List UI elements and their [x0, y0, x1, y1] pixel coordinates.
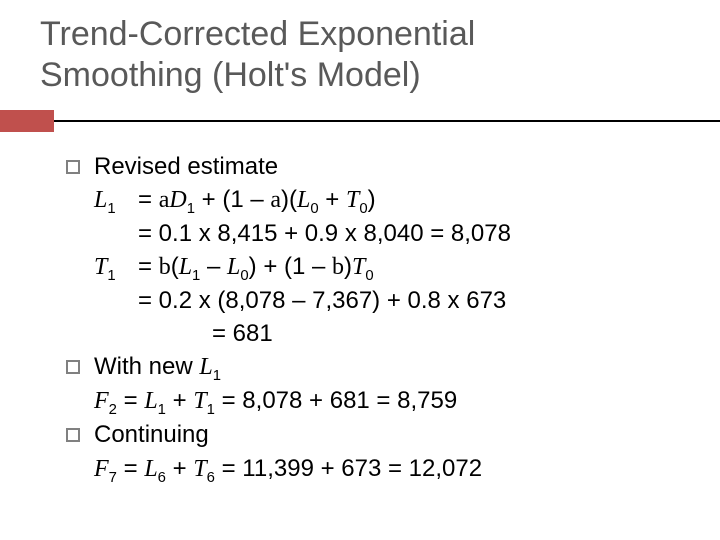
eq-L1-line1: = aD1 + (1 – a)(L0 + T0) — [138, 183, 680, 217]
bullet-3: Continuing F7 = L6 + T6 = 11,399 + 673 =… — [66, 418, 680, 485]
title-rule — [0, 110, 720, 132]
eq-L1: L1 = aD1 + (1 – a)(L0 + T0) = 0.1 x 8,41… — [94, 183, 680, 250]
title-area: Trend-Corrected Exponential Smoothing (H… — [0, 0, 720, 104]
bullet-icon — [66, 360, 80, 374]
eq-T1-rhs: = b(L1 – L0) + (1 – b)T0 = 0.2 x (8,078 … — [138, 250, 680, 317]
bullet-3-body: Continuing F7 = L6 + T6 = 11,399 + 673 =… — [94, 418, 680, 485]
eq-F7: F7 = L6 + T6 = 11,399 + 673 = 12,072 — [94, 452, 680, 486]
title-line-1: Trend-Corrected Exponential — [40, 15, 475, 53]
eq-T1-line2: = 0.2 x (8,078 – 7,367) + 0.8 x 673 — [138, 284, 680, 317]
bullet-1-heading: Revised estimate — [94, 150, 680, 183]
bullet-2-heading: With new L1 — [94, 350, 680, 384]
bullet-2-body: With new L1 F2 = L1 + T1 = 8,078 + 681 =… — [94, 350, 680, 418]
eq-T1: T1 = b(L1 – L0) + (1 – b)T0 = 0.2 x (8,0… — [94, 250, 680, 317]
eq-T1-lhs: T1 — [94, 250, 138, 317]
eq-L1-lhs: L1 — [94, 183, 138, 250]
eq-F2: F2 = L1 + T1 = 8,078 + 681 = 8,759 — [94, 384, 680, 418]
eq-L1-rhs: = aD1 + (1 – a)(L0 + T0) = 0.1 x 8,415 +… — [138, 183, 680, 250]
title-line-2: Smoothing (Holt's Model) — [40, 56, 421, 94]
eq-T1-line1: = b(L1 – L0) + (1 – b)T0 — [138, 250, 680, 284]
bullet-1: Revised estimate L1 = aD1 + (1 – a)(L0 +… — [66, 150, 680, 351]
eq-L1-line2: = 0.1 x 8,415 + 0.9 x 8,040 = 8,078 — [138, 217, 680, 250]
bullet-icon — [66, 428, 80, 442]
eq-T1-line3: = 681 — [94, 317, 680, 350]
bullet-3-heading: Continuing — [94, 418, 680, 451]
bullet-2: With new L1 F2 = L1 + T1 = 8,078 + 681 =… — [66, 350, 680, 418]
accent-block — [0, 110, 54, 132]
bullet-icon — [66, 160, 80, 174]
content-area: Revised estimate L1 = aD1 + (1 – a)(L0 +… — [0, 132, 720, 486]
slide-title: Trend-Corrected Exponential Smoothing (H… — [40, 14, 680, 96]
bullet-1-body: Revised estimate L1 = aD1 + (1 – a)(L0 +… — [94, 150, 680, 351]
rule-line — [54, 120, 720, 122]
